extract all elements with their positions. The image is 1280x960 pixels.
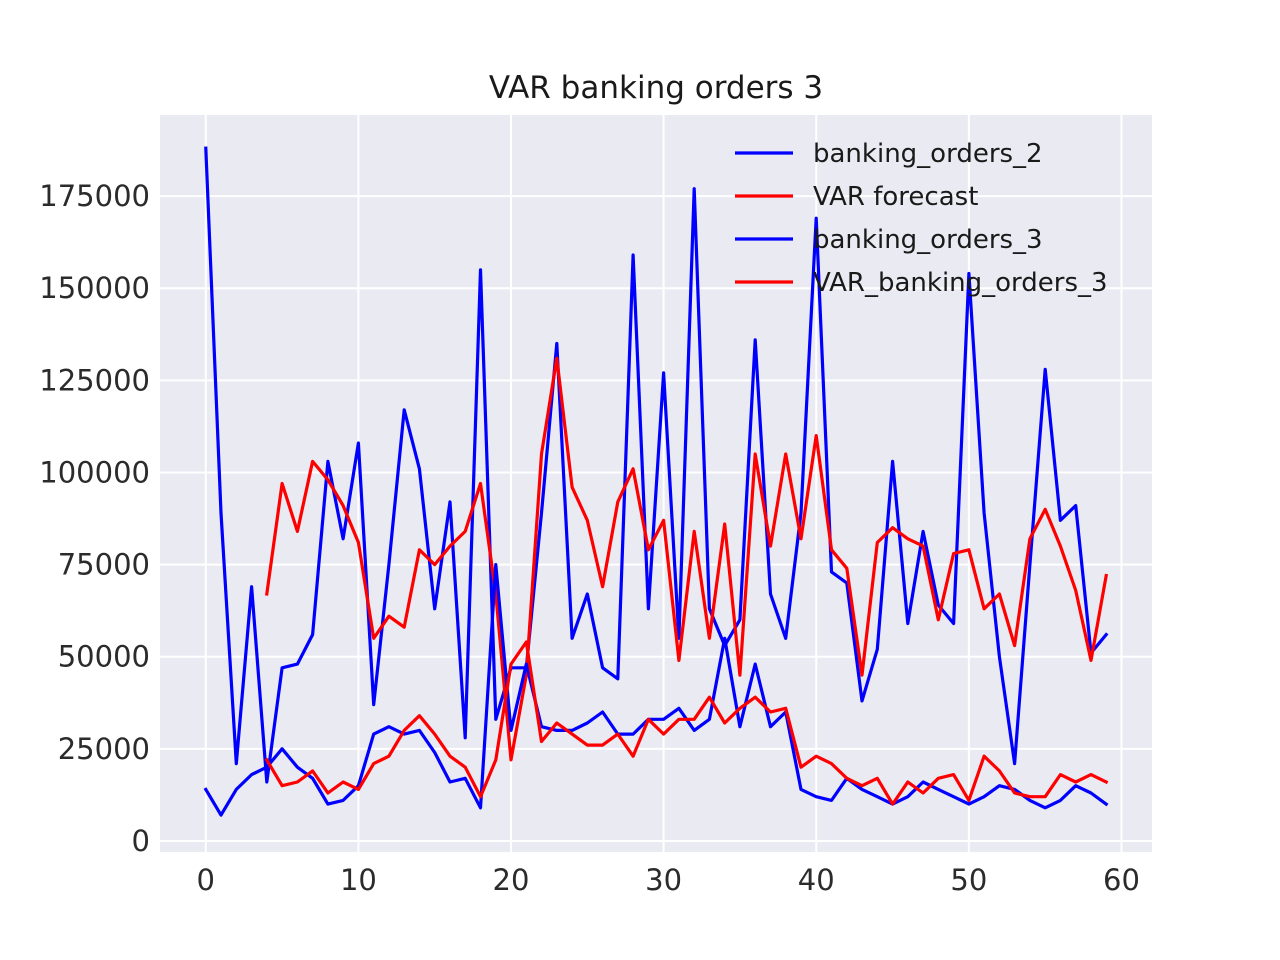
y-axis-ticks: 0 25000 50000 75000 100000 125000 150000 175000: [39, 179, 150, 858]
y-tick-label: 125000: [39, 363, 150, 397]
y-tick-label: 25000: [58, 732, 150, 766]
x-tick-label: 60: [1103, 863, 1140, 897]
y-tick-label: 175000: [39, 179, 150, 213]
x-axis-ticks: 0 10 20 30 40 50 60: [197, 863, 1140, 897]
x-tick-label: 0: [197, 863, 215, 897]
y-tick-label: 100000: [39, 455, 150, 489]
legend-label: banking_orders_3: [813, 225, 1043, 255]
y-tick-label: 150000: [39, 271, 150, 305]
series-line-var-banking-orders-3: [264, 640, 1109, 806]
legend: banking_orders_2 VAR forecast banking_orde…: [735, 139, 1108, 298]
x-tick-label: 30: [645, 863, 682, 897]
legend-label: banking_orders_2: [813, 139, 1043, 169]
series-layer: [203, 146, 1109, 817]
series-line-var-forecast: [264, 356, 1109, 762]
x-tick-label: 20: [493, 863, 530, 897]
y-tick-label: 75000: [58, 548, 150, 582]
gridlines: [160, 115, 1152, 852]
legend-label: VAR forecast: [813, 182, 978, 212]
series-line-banking-orders-2: [204, 146, 1109, 784]
x-tick-label: 10: [340, 863, 377, 897]
x-tick-label: 50: [950, 863, 987, 897]
y-tick-label: 50000: [58, 640, 150, 674]
chart-title: VAR banking orders 3: [489, 70, 823, 106]
legend-label: VAR_banking_orders_3: [813, 268, 1108, 298]
y-tick-label: 0: [132, 824, 150, 858]
x-tick-label: 40: [798, 863, 835, 897]
